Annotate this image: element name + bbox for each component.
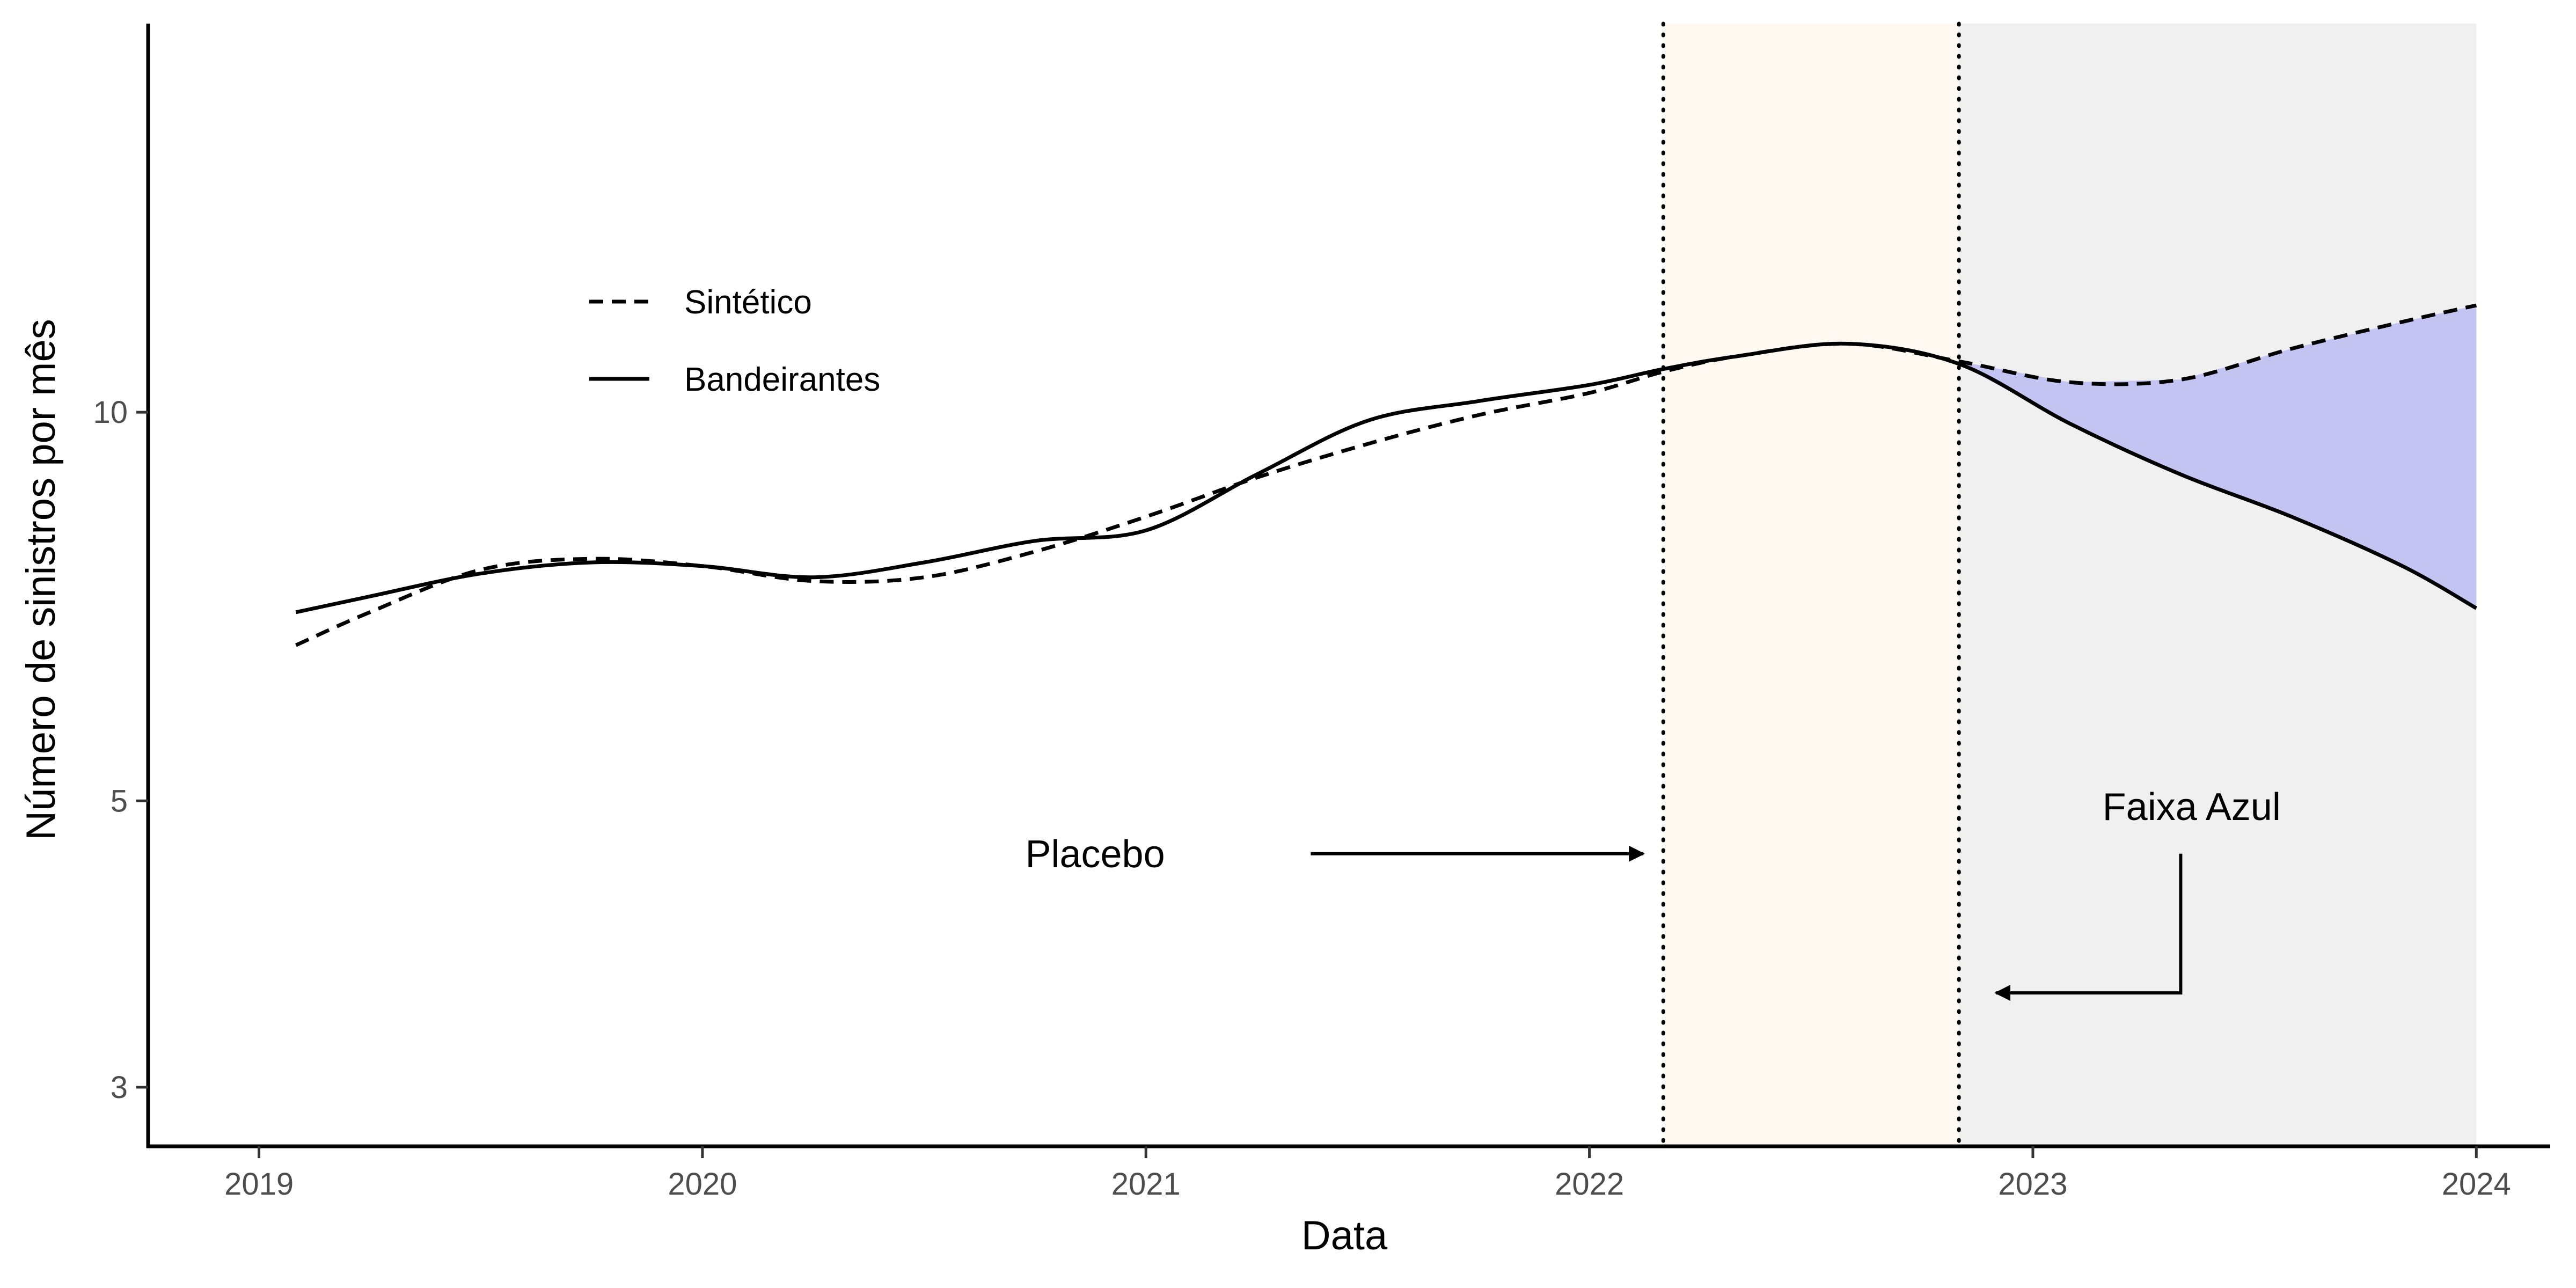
series-lines — [295, 303, 2478, 647]
legend-label-bandeirantes: Bandeirantes — [684, 361, 880, 398]
ticks: 2019 2020 2021 2022 2023 2024 3 5 10 — [93, 395, 2511, 1202]
y-axis-title: Número de sinistros por mês — [18, 319, 64, 840]
gap-fill-area — [1959, 305, 2477, 609]
legend: Sintético Bandeirantes — [589, 284, 880, 398]
annotation-label-placebo: Placebo — [1025, 833, 1165, 876]
gap-fill-area — [1959, 305, 2477, 609]
annotations: Placebo Faixa Azul — [1025, 786, 2281, 1001]
x-tick-label: 2023 — [1998, 1167, 2067, 1202]
x-tick-label: 2020 — [668, 1167, 737, 1202]
annotation-label-faixa-azul: Faixa Azul — [2103, 786, 2281, 829]
post-intervention-band — [1959, 24, 2477, 1146]
x-tick-label: 2024 — [2442, 1167, 2511, 1202]
y-tick-label: 10 — [93, 395, 128, 430]
vertical-reference-lines — [1661, 21, 1961, 1148]
y-tick-label: 5 — [111, 784, 128, 818]
x-tick-label: 2021 — [1111, 1167, 1181, 1202]
legend-label-sintetico: Sintético — [684, 284, 812, 321]
placebo-period-band — [1663, 24, 1959, 1146]
series-line-bandeirantes — [295, 341, 2478, 614]
axes — [146, 24, 2550, 1148]
x-tick-label: 2019 — [224, 1167, 294, 1202]
x-axis-title: Data — [1301, 1213, 1388, 1258]
shaded-regions — [1663, 24, 2477, 1146]
y-tick-label: 3 — [111, 1070, 128, 1105]
series-line-sintetico — [295, 303, 2477, 647]
annotation-arrow-faixa-azul — [1994, 853, 2183, 1001]
x-tick-label: 2022 — [1555, 1167, 1624, 1202]
